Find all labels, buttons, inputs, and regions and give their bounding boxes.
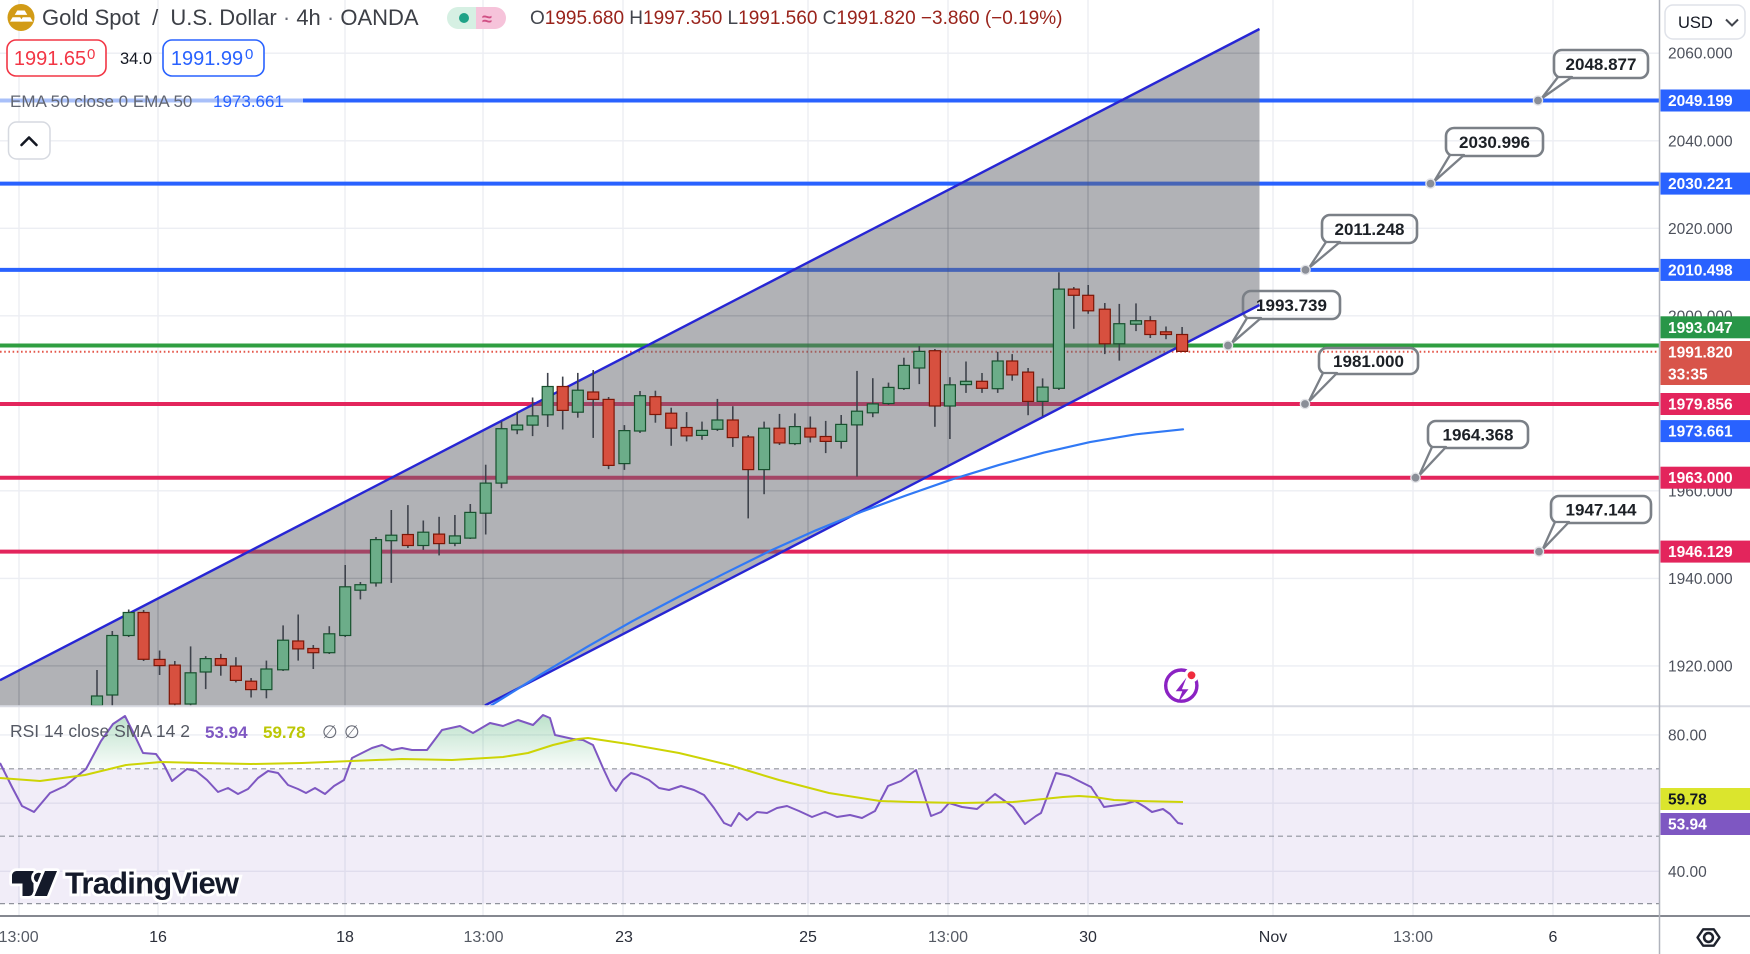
svg-text:∅: ∅ [344, 722, 360, 742]
svg-text:6: 6 [1549, 929, 1558, 946]
svg-text:2030.996: 2030.996 [1459, 133, 1530, 152]
svg-text:1991.65: 1991.65 [14, 48, 86, 70]
svg-text:25: 25 [799, 929, 817, 946]
svg-text:2048.877: 2048.877 [1566, 55, 1637, 74]
svg-text:2060.000: 2060.000 [1668, 46, 1733, 63]
svg-text:30: 30 [1079, 929, 1097, 946]
svg-text:18: 18 [336, 929, 354, 946]
svg-text:O1995.680 H1997.350 L1991.560: O1995.680 H1997.350 L1991.560 C1991.820 … [530, 8, 1062, 29]
svg-text:USD: USD [1678, 14, 1713, 32]
svg-text:13:00: 13:00 [463, 929, 503, 946]
svg-text:2030.221: 2030.221 [1668, 176, 1733, 193]
svg-text:Gold Spot / U.S. Dollar · 4h: Gold Spot / U.S. Dollar · 4h · OANDA [42, 5, 419, 30]
svg-text:13:00: 13:00 [1393, 929, 1433, 946]
svg-text:EMA 50 close 0 EMA 50: EMA 50 close 0 EMA 50 [10, 92, 192, 111]
svg-text:13:00: 13:00 [0, 929, 39, 946]
svg-text:0: 0 [245, 46, 253, 63]
svg-text:2040.000: 2040.000 [1668, 133, 1733, 150]
svg-text:1947.144: 1947.144 [1566, 501, 1637, 520]
svg-text:1979.856: 1979.856 [1668, 397, 1733, 414]
svg-text:2020.000: 2020.000 [1668, 221, 1733, 238]
svg-text:16: 16 [149, 929, 167, 946]
svg-text:1981.000: 1981.000 [1333, 352, 1404, 371]
svg-text:59.78: 59.78 [263, 723, 306, 742]
svg-text:1946.129: 1946.129 [1668, 544, 1733, 561]
svg-text:1964.368: 1964.368 [1443, 426, 1514, 445]
svg-text:53.94: 53.94 [1668, 817, 1707, 834]
svg-text:1993.047: 1993.047 [1668, 320, 1733, 337]
svg-text:40.00: 40.00 [1668, 864, 1707, 881]
svg-text:∅: ∅ [322, 722, 338, 742]
svg-text:≈: ≈ [482, 9, 492, 29]
svg-text:1920.000: 1920.000 [1668, 658, 1733, 675]
svg-text:23: 23 [615, 929, 633, 946]
svg-text:59.78: 59.78 [1668, 792, 1707, 809]
svg-text:1973.661: 1973.661 [213, 92, 284, 111]
svg-text:RSI 14 close SMA 14 2: RSI 14 close SMA 14 2 [10, 721, 190, 741]
svg-text:0: 0 [87, 46, 95, 63]
svg-text:13:00: 13:00 [928, 929, 968, 946]
svg-text:53.94: 53.94 [205, 723, 248, 742]
svg-text:2049.199: 2049.199 [1668, 93, 1733, 110]
svg-text:1973.661: 1973.661 [1668, 424, 1733, 441]
svg-text:TradingView: TradingView [65, 866, 240, 901]
svg-text:80.00: 80.00 [1668, 727, 1707, 744]
svg-text:2010.498: 2010.498 [1668, 262, 1733, 279]
svg-text:1963.000: 1963.000 [1668, 470, 1733, 487]
svg-text:1991.99: 1991.99 [171, 48, 243, 70]
svg-text:2011.248: 2011.248 [1335, 220, 1405, 239]
svg-text:1993.739: 1993.739 [1256, 296, 1327, 315]
svg-text:1940.000: 1940.000 [1668, 571, 1733, 588]
svg-text:Nov: Nov [1259, 929, 1287, 946]
svg-text:33:35: 33:35 [1668, 367, 1708, 384]
svg-text:1991.820: 1991.820 [1668, 345, 1733, 362]
svg-text:34.0: 34.0 [120, 50, 152, 68]
